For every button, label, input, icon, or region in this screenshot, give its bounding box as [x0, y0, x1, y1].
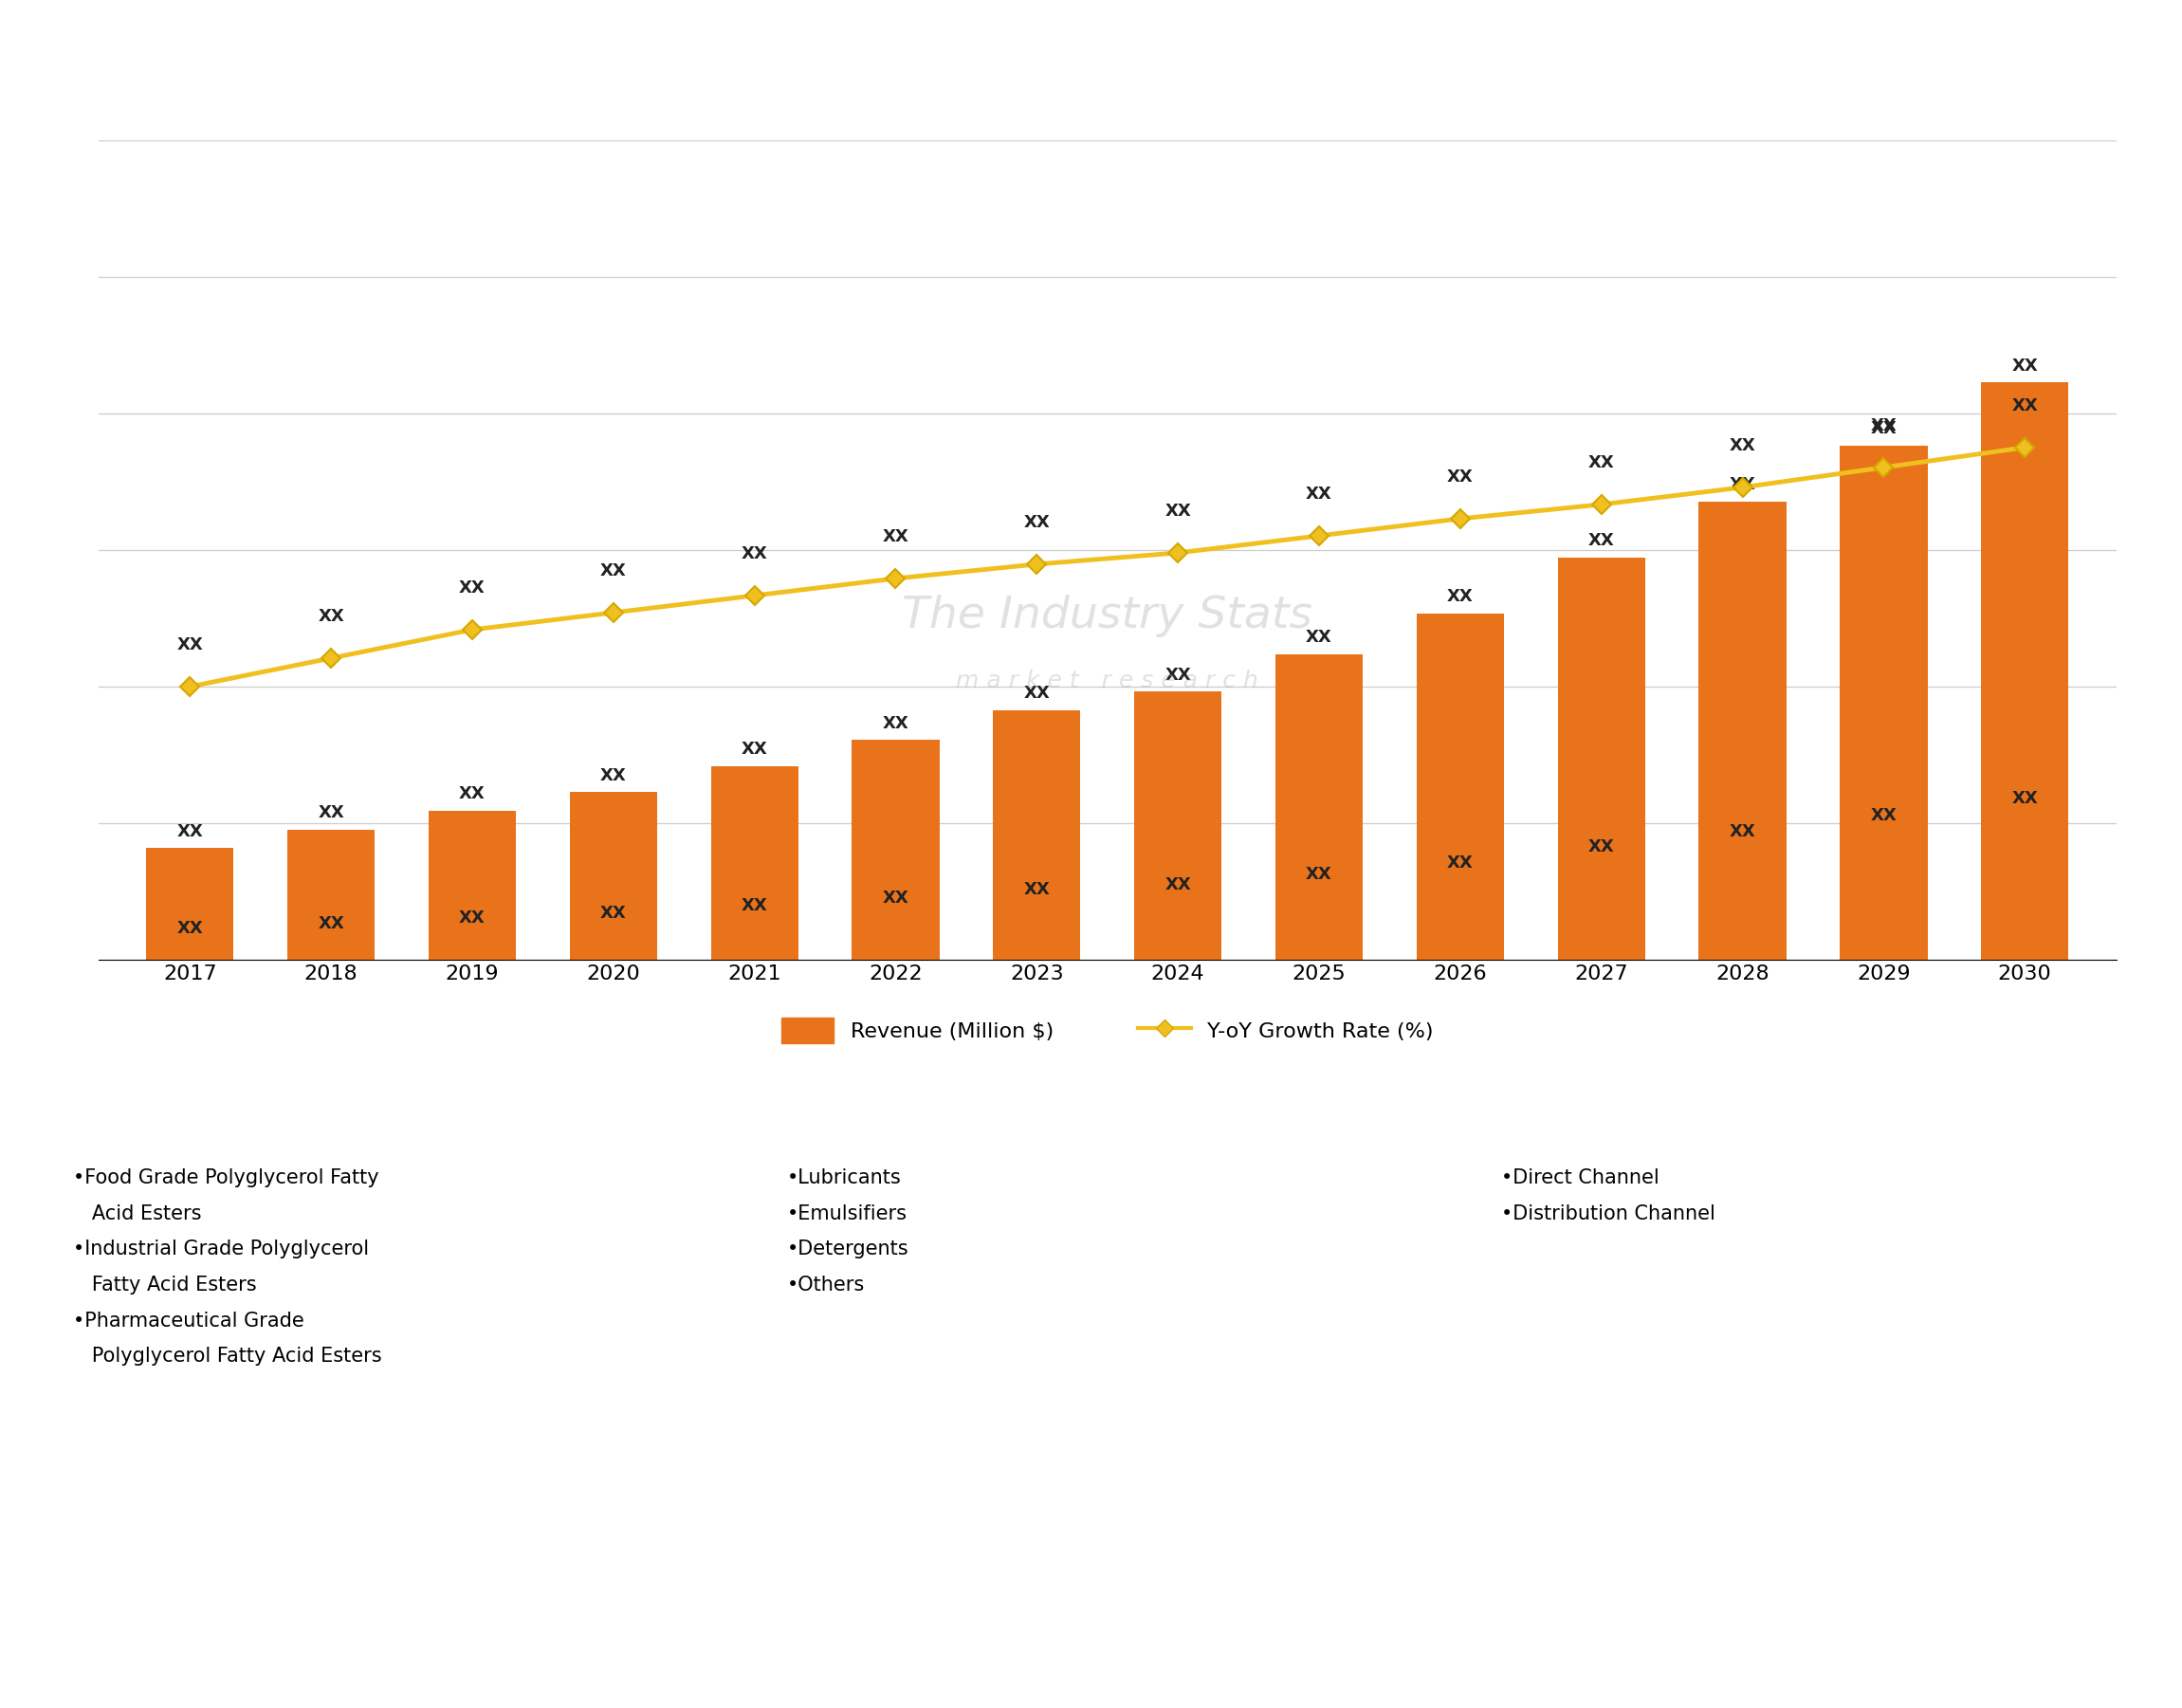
Text: m a r k e t   r e s e a r c h: m a r k e t r e s e a r c h — [956, 670, 1259, 692]
Bar — [1274, 654, 1364, 960]
Text: XX: XX — [1023, 881, 1050, 898]
Text: XX: XX — [1730, 477, 1757, 494]
Text: XX: XX — [1023, 514, 1050, 531]
Bar — [1558, 557, 1645, 960]
Text: XX: XX — [1870, 808, 1896, 825]
Text: XX: XX — [2012, 398, 2038, 415]
Text: XX: XX — [882, 890, 910, 907]
Bar — [428, 811, 515, 960]
Text: Source: Theindustrystats Analysis: Source: Theindustrystats Analysis — [33, 1652, 388, 1670]
Text: XX: XX — [1588, 533, 1615, 550]
Text: XX: XX — [882, 716, 910, 733]
Text: •Direct Channel
•Distribution Channel: •Direct Channel •Distribution Channel — [1501, 1168, 1715, 1223]
Bar — [146, 849, 233, 960]
Text: Product Types: Product Types — [299, 1146, 454, 1168]
Text: XX: XX — [1165, 502, 1191, 519]
Text: XX: XX — [2012, 357, 2038, 374]
Text: XX: XX — [742, 741, 768, 758]
Text: XX: XX — [177, 637, 203, 654]
Text: XX: XX — [1588, 839, 1615, 856]
Text: Website: www.theindustrystats.com: Website: www.theindustrystats.com — [1770, 1652, 2149, 1670]
Text: Sales Channels: Sales Channels — [1719, 1146, 1890, 1168]
Text: XX: XX — [1305, 629, 1333, 646]
Text: XX: XX — [1588, 454, 1615, 471]
Text: XX: XX — [1447, 468, 1473, 485]
Text: The Industry Stats: The Industry Stats — [901, 594, 1314, 637]
Text: XX: XX — [882, 528, 910, 545]
Text: Email: sales@theindustrystats.com: Email: sales@theindustrystats.com — [908, 1652, 1274, 1670]
Text: XX: XX — [1447, 854, 1473, 871]
Bar — [993, 711, 1080, 960]
Bar — [570, 793, 657, 960]
Text: Fig. Global Polyglycerol Fatty Acid Esters Market Status and Outlook: Fig. Global Polyglycerol Fatty Acid Este… — [28, 51, 1100, 79]
Text: XX: XX — [1730, 823, 1757, 840]
Bar — [1839, 446, 1927, 960]
Text: XX: XX — [1023, 685, 1050, 702]
Bar — [1135, 692, 1222, 960]
Text: XX: XX — [1305, 866, 1333, 883]
Text: XX: XX — [1305, 485, 1333, 502]
Text: XX: XX — [1870, 420, 1896, 437]
Text: XX: XX — [1447, 588, 1473, 605]
Text: XX: XX — [1730, 437, 1757, 454]
Text: XX: XX — [177, 921, 203, 938]
Text: XX: XX — [600, 905, 626, 922]
Text: XX: XX — [319, 804, 345, 822]
Text: XX: XX — [458, 910, 484, 927]
Text: Application: Application — [1028, 1146, 1154, 1168]
Text: XX: XX — [600, 767, 626, 784]
Bar — [1700, 502, 1787, 960]
Text: XX: XX — [1165, 876, 1191, 893]
Legend: Revenue (Million $), Y-oY Growth Rate (%): Revenue (Million $), Y-oY Growth Rate (%… — [772, 1009, 1442, 1052]
Text: XX: XX — [177, 823, 203, 840]
Bar — [1981, 383, 2069, 960]
Text: XX: XX — [1870, 417, 1896, 434]
Text: •Lubricants
•Emulsifiers
•Detergents
•Others: •Lubricants •Emulsifiers •Detergents •Ot… — [788, 1168, 910, 1295]
Bar — [288, 830, 375, 960]
Text: XX: XX — [1165, 666, 1191, 683]
Text: XX: XX — [600, 562, 626, 579]
Text: XX: XX — [319, 608, 345, 625]
Text: XX: XX — [319, 915, 345, 933]
Bar — [1416, 613, 1503, 960]
Text: XX: XX — [458, 786, 484, 803]
Text: XX: XX — [458, 579, 484, 596]
Text: •Food Grade Polyglycerol Fatty
   Acid Esters
•Industrial Grade Polyglycerol
   : •Food Grade Polyglycerol Fatty Acid Este… — [72, 1168, 382, 1366]
Text: XX: XX — [2012, 789, 2038, 806]
Text: XX: XX — [742, 545, 768, 562]
Bar — [711, 767, 799, 960]
Text: XX: XX — [742, 897, 768, 914]
Bar — [851, 740, 940, 960]
